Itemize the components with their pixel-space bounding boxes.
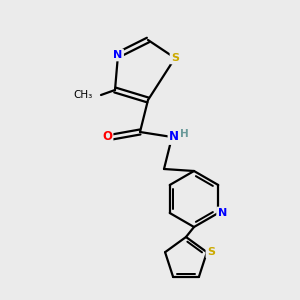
Text: S: S [207, 247, 215, 257]
Text: O: O [102, 130, 112, 143]
Text: N: N [113, 50, 123, 60]
Text: H: H [180, 129, 188, 139]
Text: CH₃: CH₃ [74, 90, 93, 100]
Text: N: N [218, 208, 227, 218]
Text: S: S [171, 53, 179, 63]
Text: N: N [169, 130, 179, 143]
